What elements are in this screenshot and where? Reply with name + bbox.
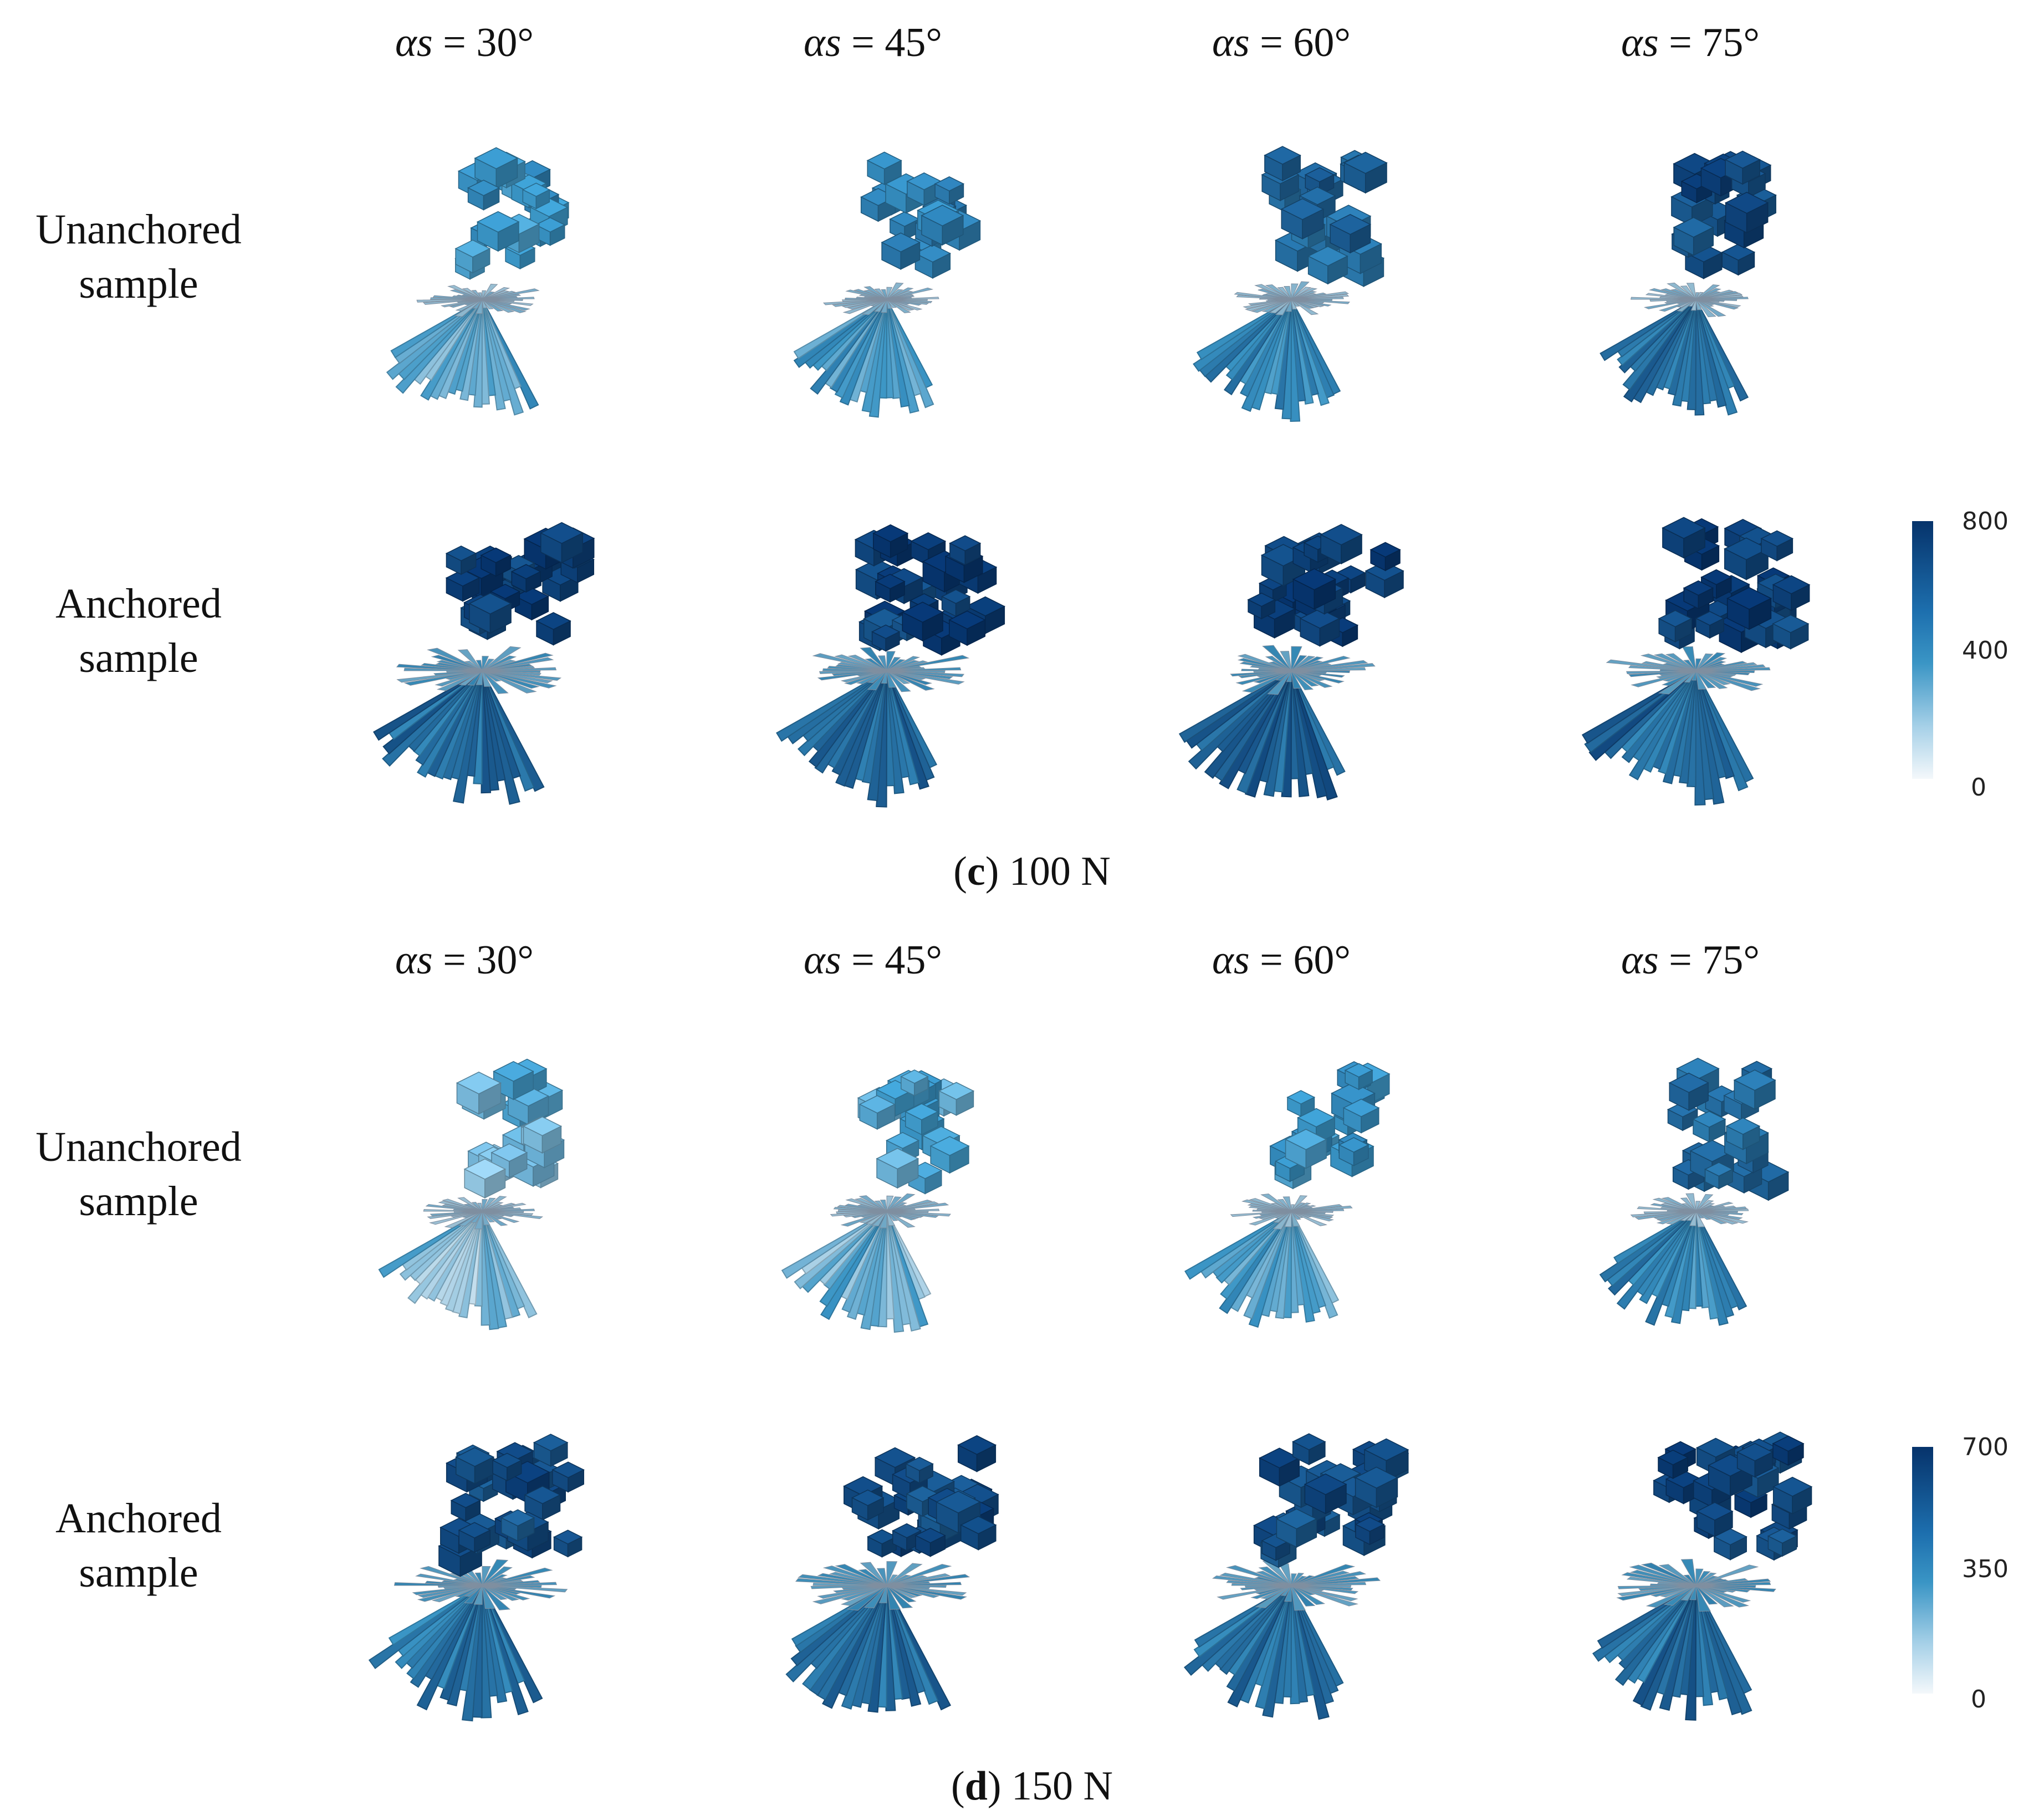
- rose-diagram-d-r1-c1: [378, 1058, 565, 1330]
- rose-diagram-d-r2-c4: [1592, 1431, 1813, 1721]
- colorbar-d-min: 0: [1971, 1685, 1986, 1714]
- rose-diagram-c-r1-c4: [1600, 150, 1777, 416]
- rose-diagram-d-r2-c3: [1183, 1433, 1409, 1720]
- rose-diagram-c-r2-c3: [1178, 524, 1404, 801]
- rose-diagram-c-r1-c1: [386, 147, 570, 416]
- col-header-c-4: αs = 75°: [1621, 20, 1760, 65]
- rose-diagram-c-r2-c2: [776, 524, 1006, 808]
- col-header-d-2: αs = 45°: [804, 937, 942, 983]
- col-header-d-4: αs = 75°: [1621, 937, 1760, 983]
- row-label-d-anchored: Anchored sample: [55, 1495, 222, 1596]
- colorbar-d-max: 700: [1962, 1433, 2009, 1461]
- rose-diagram-d-r1-c4: [1599, 1058, 1790, 1326]
- colorbar-d: [1912, 1447, 1933, 1694]
- rose-diagram-d-r2-c2: [785, 1435, 999, 1713]
- colorbar-d-mid: 350: [1962, 1555, 2009, 1583]
- rose-diagram-d-r1-c2: [781, 1069, 975, 1333]
- caption-c: (c) 100 N: [953, 849, 1111, 894]
- col-header-c-1: αs = 30°: [395, 20, 534, 65]
- col-header-d-1: αs = 30°: [395, 937, 534, 983]
- row-label-d-unanchored: Unanchored sample: [35, 1124, 242, 1225]
- colorbar-c-mid: 400: [1962, 636, 2009, 665]
- rose-diagram-c-r1-c3: [1193, 146, 1388, 422]
- colorbar-c-min: 0: [1971, 773, 1986, 802]
- rose-diagram-c-r2-c1: [373, 522, 595, 805]
- colorbar-c: [1912, 521, 1933, 779]
- row-label-c-anchored: Anchored sample: [55, 580, 222, 681]
- caption-d: (d) 150 N: [951, 1763, 1113, 1809]
- row-label-c-unanchored: Unanchored sample: [35, 206, 242, 307]
- rose-diagram-d-r2-c1: [368, 1434, 585, 1722]
- col-header-c-2: αs = 45°: [804, 20, 942, 65]
- colorbar-c-max: 800: [1962, 507, 2009, 536]
- col-header-c-3: αs = 60°: [1212, 20, 1351, 65]
- rose-diagram-c-r1-c2: [793, 151, 982, 418]
- rose-diagram-d-r1-c3: [1184, 1061, 1391, 1328]
- col-header-d-3: αs = 60°: [1212, 937, 1351, 983]
- rose-diagram-c-r2-c4: [1581, 517, 1811, 806]
